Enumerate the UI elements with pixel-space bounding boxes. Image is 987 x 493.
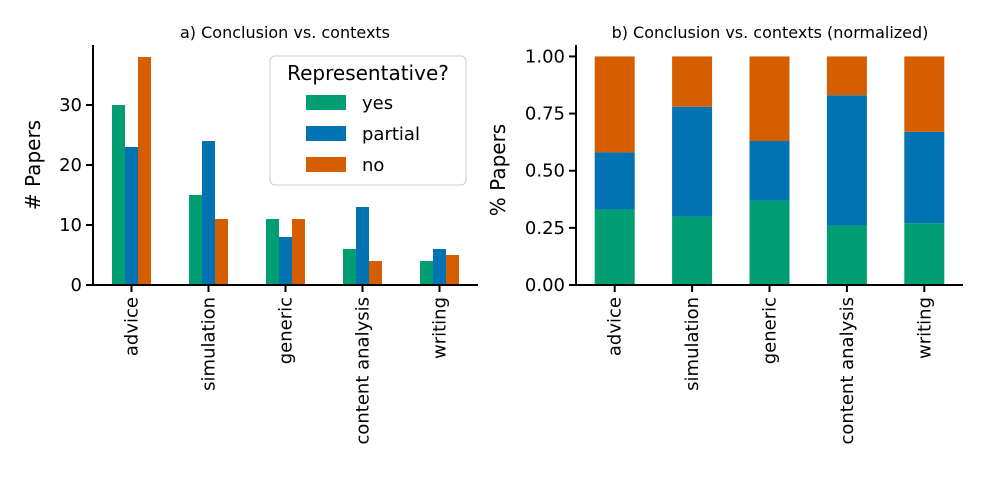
y-tick-label-a-10: 10 xyxy=(59,215,82,236)
x-tick-label-a-content-analysis: content analysis xyxy=(353,297,374,445)
legend-swatch-no xyxy=(306,157,346,172)
y-tick-label-a-0: 0 xyxy=(71,275,82,296)
y-tick-label-b-0-75: 0.75 xyxy=(525,104,565,125)
chart-a-bars xyxy=(112,57,459,285)
x-tick-label-b-advice: advice xyxy=(605,297,626,356)
y-tick-label-a-20: 20 xyxy=(59,155,82,176)
legend-label-partial: partial xyxy=(362,124,420,145)
bar-a-advice-no xyxy=(138,57,151,285)
chart-b-y-ticks: 0.00 0.25 0.50 0.75 1.00 xyxy=(525,46,576,296)
x-tick-label-b-content-analysis: content analysis xyxy=(837,297,858,445)
bar-a-simulation-yes xyxy=(189,195,202,285)
bar-b-generic-yes xyxy=(749,200,790,285)
bar-a-simulation-no xyxy=(215,219,228,285)
chart-a-y-axis-label: # Papers xyxy=(21,120,45,210)
bar-b-simulation-no xyxy=(672,56,713,107)
bar-b-writing-partial xyxy=(904,131,945,224)
x-tick-label-a-generic: generic xyxy=(276,297,297,364)
x-tick-label-b-simulation: simulation xyxy=(682,297,703,391)
legend-label-yes: yes xyxy=(362,93,393,114)
bar-b-content-analysis-yes xyxy=(826,225,867,285)
bar-a-simulation-partial xyxy=(202,141,215,285)
legend-frame xyxy=(269,55,467,186)
bar-a-generic-no xyxy=(292,219,305,285)
chart-a-x-ticks: advice simulation generic content analysis w… xyxy=(122,285,451,445)
bar-b-writing-yes xyxy=(904,223,945,285)
chart-a-title: a) Conclusion vs. contexts xyxy=(180,23,390,42)
bar-a-generic-yes xyxy=(266,219,279,285)
bar-b-simulation-partial xyxy=(672,106,713,217)
bar-a-content-analysis-partial xyxy=(356,207,369,285)
panel-b: b) Conclusion vs. contexts (normalized) … xyxy=(486,23,963,445)
bar-a-generic-partial xyxy=(279,237,292,285)
y-tick-label-b-1-00: 1.00 xyxy=(525,46,565,67)
bar-b-content-analysis-partial xyxy=(826,95,867,226)
y-tick-label-a-30: 30 xyxy=(59,95,82,116)
bar-a-writing-yes xyxy=(420,261,433,285)
bar-b-simulation-yes xyxy=(672,216,713,285)
bar-a-advice-partial xyxy=(125,147,138,285)
legend-swatch-partial xyxy=(306,126,346,141)
bar-a-writing-no xyxy=(446,255,459,285)
bar-b-advice-partial xyxy=(594,152,635,210)
x-tick-label-b-generic: generic xyxy=(760,297,781,364)
y-tick-label-b-0-25: 0.25 xyxy=(525,218,565,239)
bar-b-writing-no xyxy=(904,56,945,132)
x-tick-label-a-writing: writing xyxy=(430,297,451,359)
bar-b-content-analysis-no xyxy=(826,56,867,96)
panel-a: a) Conclusion vs. contexts # Papers 0 10 2… xyxy=(21,23,478,445)
chart-a-y-ticks: 0 10 20 30 xyxy=(59,95,93,296)
bar-b-advice-no xyxy=(594,56,635,153)
chart-b-title: b) Conclusion vs. contexts (normalized) xyxy=(612,23,929,42)
y-tick-label-b-0-00: 0.00 xyxy=(525,275,565,296)
y-tick-label-b-0-50: 0.50 xyxy=(525,161,565,182)
x-tick-label-a-simulation: simulation xyxy=(199,297,220,391)
legend-title: Representative? xyxy=(287,61,449,85)
legend-swatch-yes xyxy=(306,95,346,110)
bar-a-content-analysis-no xyxy=(369,261,382,285)
bar-a-advice-yes xyxy=(112,105,125,285)
bar-b-generic-no xyxy=(749,56,790,141)
bar-b-generic-partial xyxy=(749,141,790,201)
bar-a-content-analysis-yes xyxy=(343,249,356,285)
bar-a-writing-partial xyxy=(433,249,446,285)
chart-b-bars xyxy=(594,56,945,285)
bar-b-advice-yes xyxy=(594,209,635,285)
chart-b-y-axis-label: % Papers xyxy=(486,124,510,216)
chart-b-x-ticks: advice simulation generic content analysis w… xyxy=(605,285,935,445)
x-tick-label-a-advice: advice xyxy=(122,297,143,356)
x-tick-label-b-writing: writing xyxy=(914,297,935,359)
chart-a-legend: Representative? yes partial no xyxy=(269,55,467,186)
legend-label-no: no xyxy=(362,155,384,176)
